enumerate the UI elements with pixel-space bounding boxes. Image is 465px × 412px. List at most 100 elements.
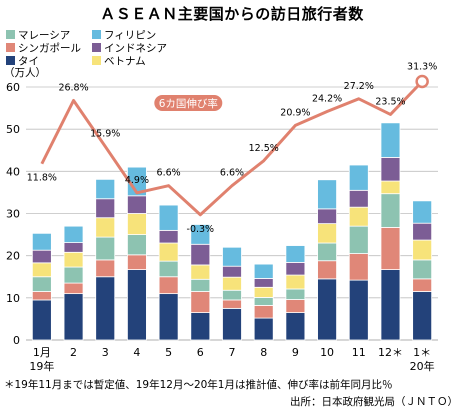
- bar-segment: [95, 178, 116, 200]
- bar-segment: [253, 286, 274, 298]
- bar-segment: [222, 276, 242, 291]
- y-tick-label: 0: [13, 334, 20, 347]
- bar-segment: [63, 293, 84, 341]
- bar-segment: [348, 189, 369, 208]
- bar-segment: [31, 262, 52, 278]
- x-tick-label: 3: [102, 346, 109, 359]
- bar-segment: [95, 217, 116, 238]
- bar-segment: [127, 234, 147, 256]
- bar-segment: [158, 229, 179, 244]
- bar-segment: [253, 297, 274, 306]
- x-tick-label: 11: [352, 346, 366, 359]
- growth-label: 24.2%: [312, 93, 342, 104]
- bar-segment: [412, 222, 433, 241]
- bar-segment: [380, 227, 401, 270]
- y-tick-label: 20: [6, 250, 20, 263]
- bar-segment: [158, 293, 179, 341]
- growth-label: 12.5%: [249, 143, 279, 154]
- y-axis-unit: （万人）: [4, 67, 46, 79]
- bar-segment: [317, 278, 337, 341]
- bar-segment: [348, 206, 369, 227]
- x-tick-label: 2: [70, 346, 77, 359]
- footnote: ＊19年11月までは暫定値、19年12月～20年1月は推計値、伸び率は前年同月比…: [4, 378, 392, 391]
- bar-segment: [317, 208, 337, 225]
- bar-segment: [285, 274, 306, 290]
- bar-segment: [285, 312, 306, 341]
- y-tick-label: 10: [6, 292, 20, 305]
- bar-segment: [317, 260, 337, 280]
- legend-swatch: [92, 30, 101, 39]
- bar-segment: [253, 305, 274, 319]
- bar-segment: [412, 200, 433, 224]
- legend-label: フィリピン: [104, 30, 156, 42]
- bar-segment: [348, 164, 369, 191]
- bar-segment: [380, 269, 401, 341]
- growth-callout: 6カ国伸び率: [159, 97, 218, 110]
- growth-label: 15.9%: [90, 128, 120, 139]
- growth-label: 26.8%: [58, 82, 88, 93]
- bar-segment: [285, 245, 306, 263]
- stacked-bars: [31, 122, 433, 341]
- legend-label: シンガポール: [18, 43, 81, 55]
- bar-segment: [222, 289, 242, 301]
- bar-segment: [31, 299, 52, 341]
- bar-segment: [285, 288, 306, 300]
- bar-segment: [222, 307, 242, 341]
- growth-label: 4.9%: [125, 175, 149, 186]
- chart-title: ＡＳＥＡＮ主要国からの訪日旅行者数: [100, 5, 364, 23]
- y-tick-label: 50: [6, 123, 20, 136]
- bar-segment: [317, 179, 337, 210]
- bar-segment: [317, 223, 337, 244]
- bar-segment: [63, 266, 84, 284]
- bar-segment: [253, 263, 274, 279]
- bar-segment: [63, 242, 84, 253]
- bar-segment: [158, 242, 179, 262]
- bar-segment: [95, 198, 116, 219]
- bar-segment: [380, 180, 401, 195]
- bar-segment: [127, 213, 147, 235]
- bar-segment: [63, 251, 84, 268]
- y-axis-ticks: 0 10 20 30 40 50 60: [6, 81, 20, 347]
- x-tick-label: 8: [260, 346, 267, 359]
- legend-label: ベトナム: [104, 56, 146, 68]
- bar-segment: [95, 236, 116, 261]
- bar-segment: [380, 157, 401, 182]
- bar-segment: [412, 291, 433, 341]
- legend-label: タイ: [18, 56, 39, 68]
- growth-line: [40, 80, 424, 217]
- growth-label: 31.3%: [407, 62, 437, 73]
- bar-segment: [190, 224, 211, 245]
- legend-swatch: [6, 56, 15, 65]
- bar-segment: [127, 254, 147, 270]
- bar-segment: [127, 195, 147, 214]
- bar-segment: [348, 279, 369, 341]
- x-tick-label: 6: [197, 346, 204, 359]
- legend-swatch: [6, 43, 15, 52]
- bar-segment: [190, 264, 211, 280]
- growth-rate-line: 11.8% 26.8% 15.9% 4.9% 6.6% -0.3% 6.6% 12.5% 20.…: [27, 62, 437, 235]
- bar-segment: [348, 225, 369, 254]
- bar-segment: [222, 246, 242, 267]
- growth-label: 23.5%: [375, 96, 405, 107]
- bar-segment: [31, 276, 52, 292]
- y-tick-label: 30: [6, 208, 20, 221]
- legend-label: インドネシア: [104, 43, 167, 55]
- bar-segment: [253, 278, 274, 288]
- growth-end-marker: [415, 74, 429, 89]
- bar-segment: [63, 225, 84, 243]
- bar-segment: [190, 278, 211, 292]
- y-tick-label: 40: [6, 165, 20, 178]
- growth-label: -0.3%: [187, 224, 215, 235]
- bar-segment: [253, 317, 274, 341]
- x-tick-label: 1＊: [413, 346, 431, 359]
- bar-segment: [285, 299, 306, 313]
- bar-segment: [412, 259, 433, 280]
- bar-segment: [63, 282, 84, 295]
- bar-segment: [31, 291, 52, 301]
- bar-segment: [127, 269, 147, 341]
- bar-segment: [190, 291, 211, 313]
- bar-segment: [285, 262, 306, 276]
- legend-swatch: [92, 56, 101, 65]
